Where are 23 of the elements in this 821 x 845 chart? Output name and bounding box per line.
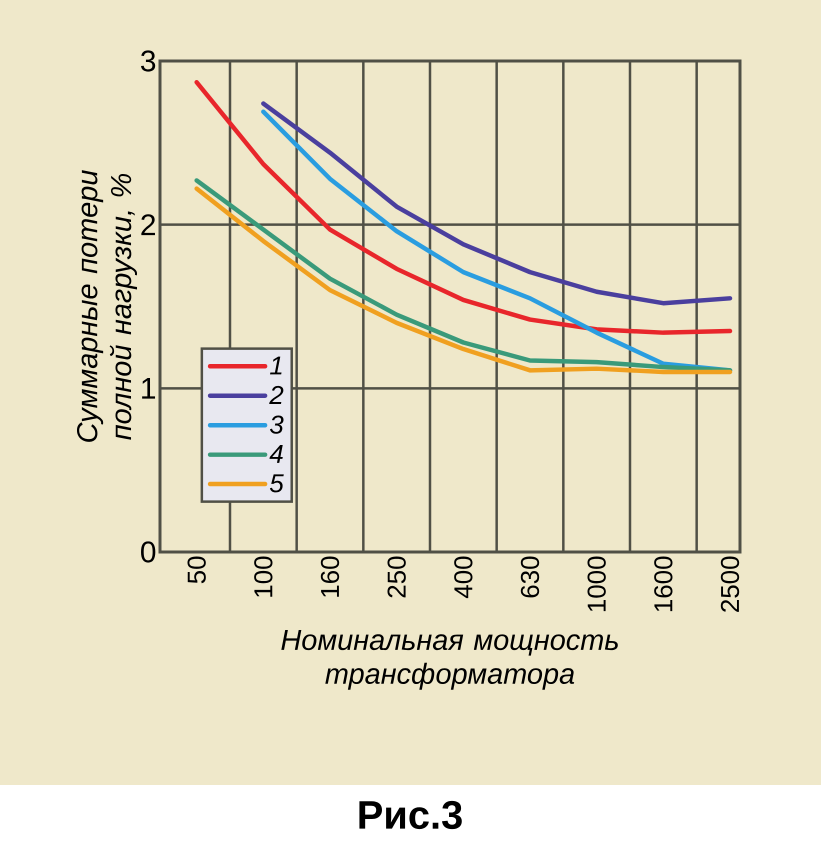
line-series xyxy=(194,80,732,335)
legend-label: 2 xyxy=(269,386,284,404)
y-tick-label: 3 xyxy=(141,50,156,72)
x-tick-label: 100 xyxy=(254,556,272,597)
x-tick-label: 630 xyxy=(520,556,540,598)
x-tick-label: 1000 xyxy=(587,556,606,612)
x-tick-label: 2500 xyxy=(720,556,740,612)
y-tick-label: 0 xyxy=(141,541,156,563)
x-tick-label: 1600 xyxy=(654,556,672,612)
x-axis-title: Номинальная мощность трансформатора xyxy=(281,630,618,690)
legend-label: 5 xyxy=(270,474,284,492)
text: Рис.3 xyxy=(359,800,462,830)
x-tick-label: 50 xyxy=(187,556,206,584)
y-axis-title: Суммарные потери полной нагрузки, % xyxy=(76,170,138,442)
legend-label: 4 xyxy=(269,445,283,463)
y-tick-label: 1 xyxy=(142,378,156,399)
legend-label: 1 xyxy=(270,356,282,374)
x-tick-label: 400 xyxy=(454,556,472,598)
y-tick-label: 2 xyxy=(141,214,155,236)
legend-label: 3 xyxy=(270,415,284,434)
x-tick-label: 250 xyxy=(387,556,406,598)
x-tick-label: 160 xyxy=(320,556,340,597)
line-series xyxy=(261,101,732,306)
